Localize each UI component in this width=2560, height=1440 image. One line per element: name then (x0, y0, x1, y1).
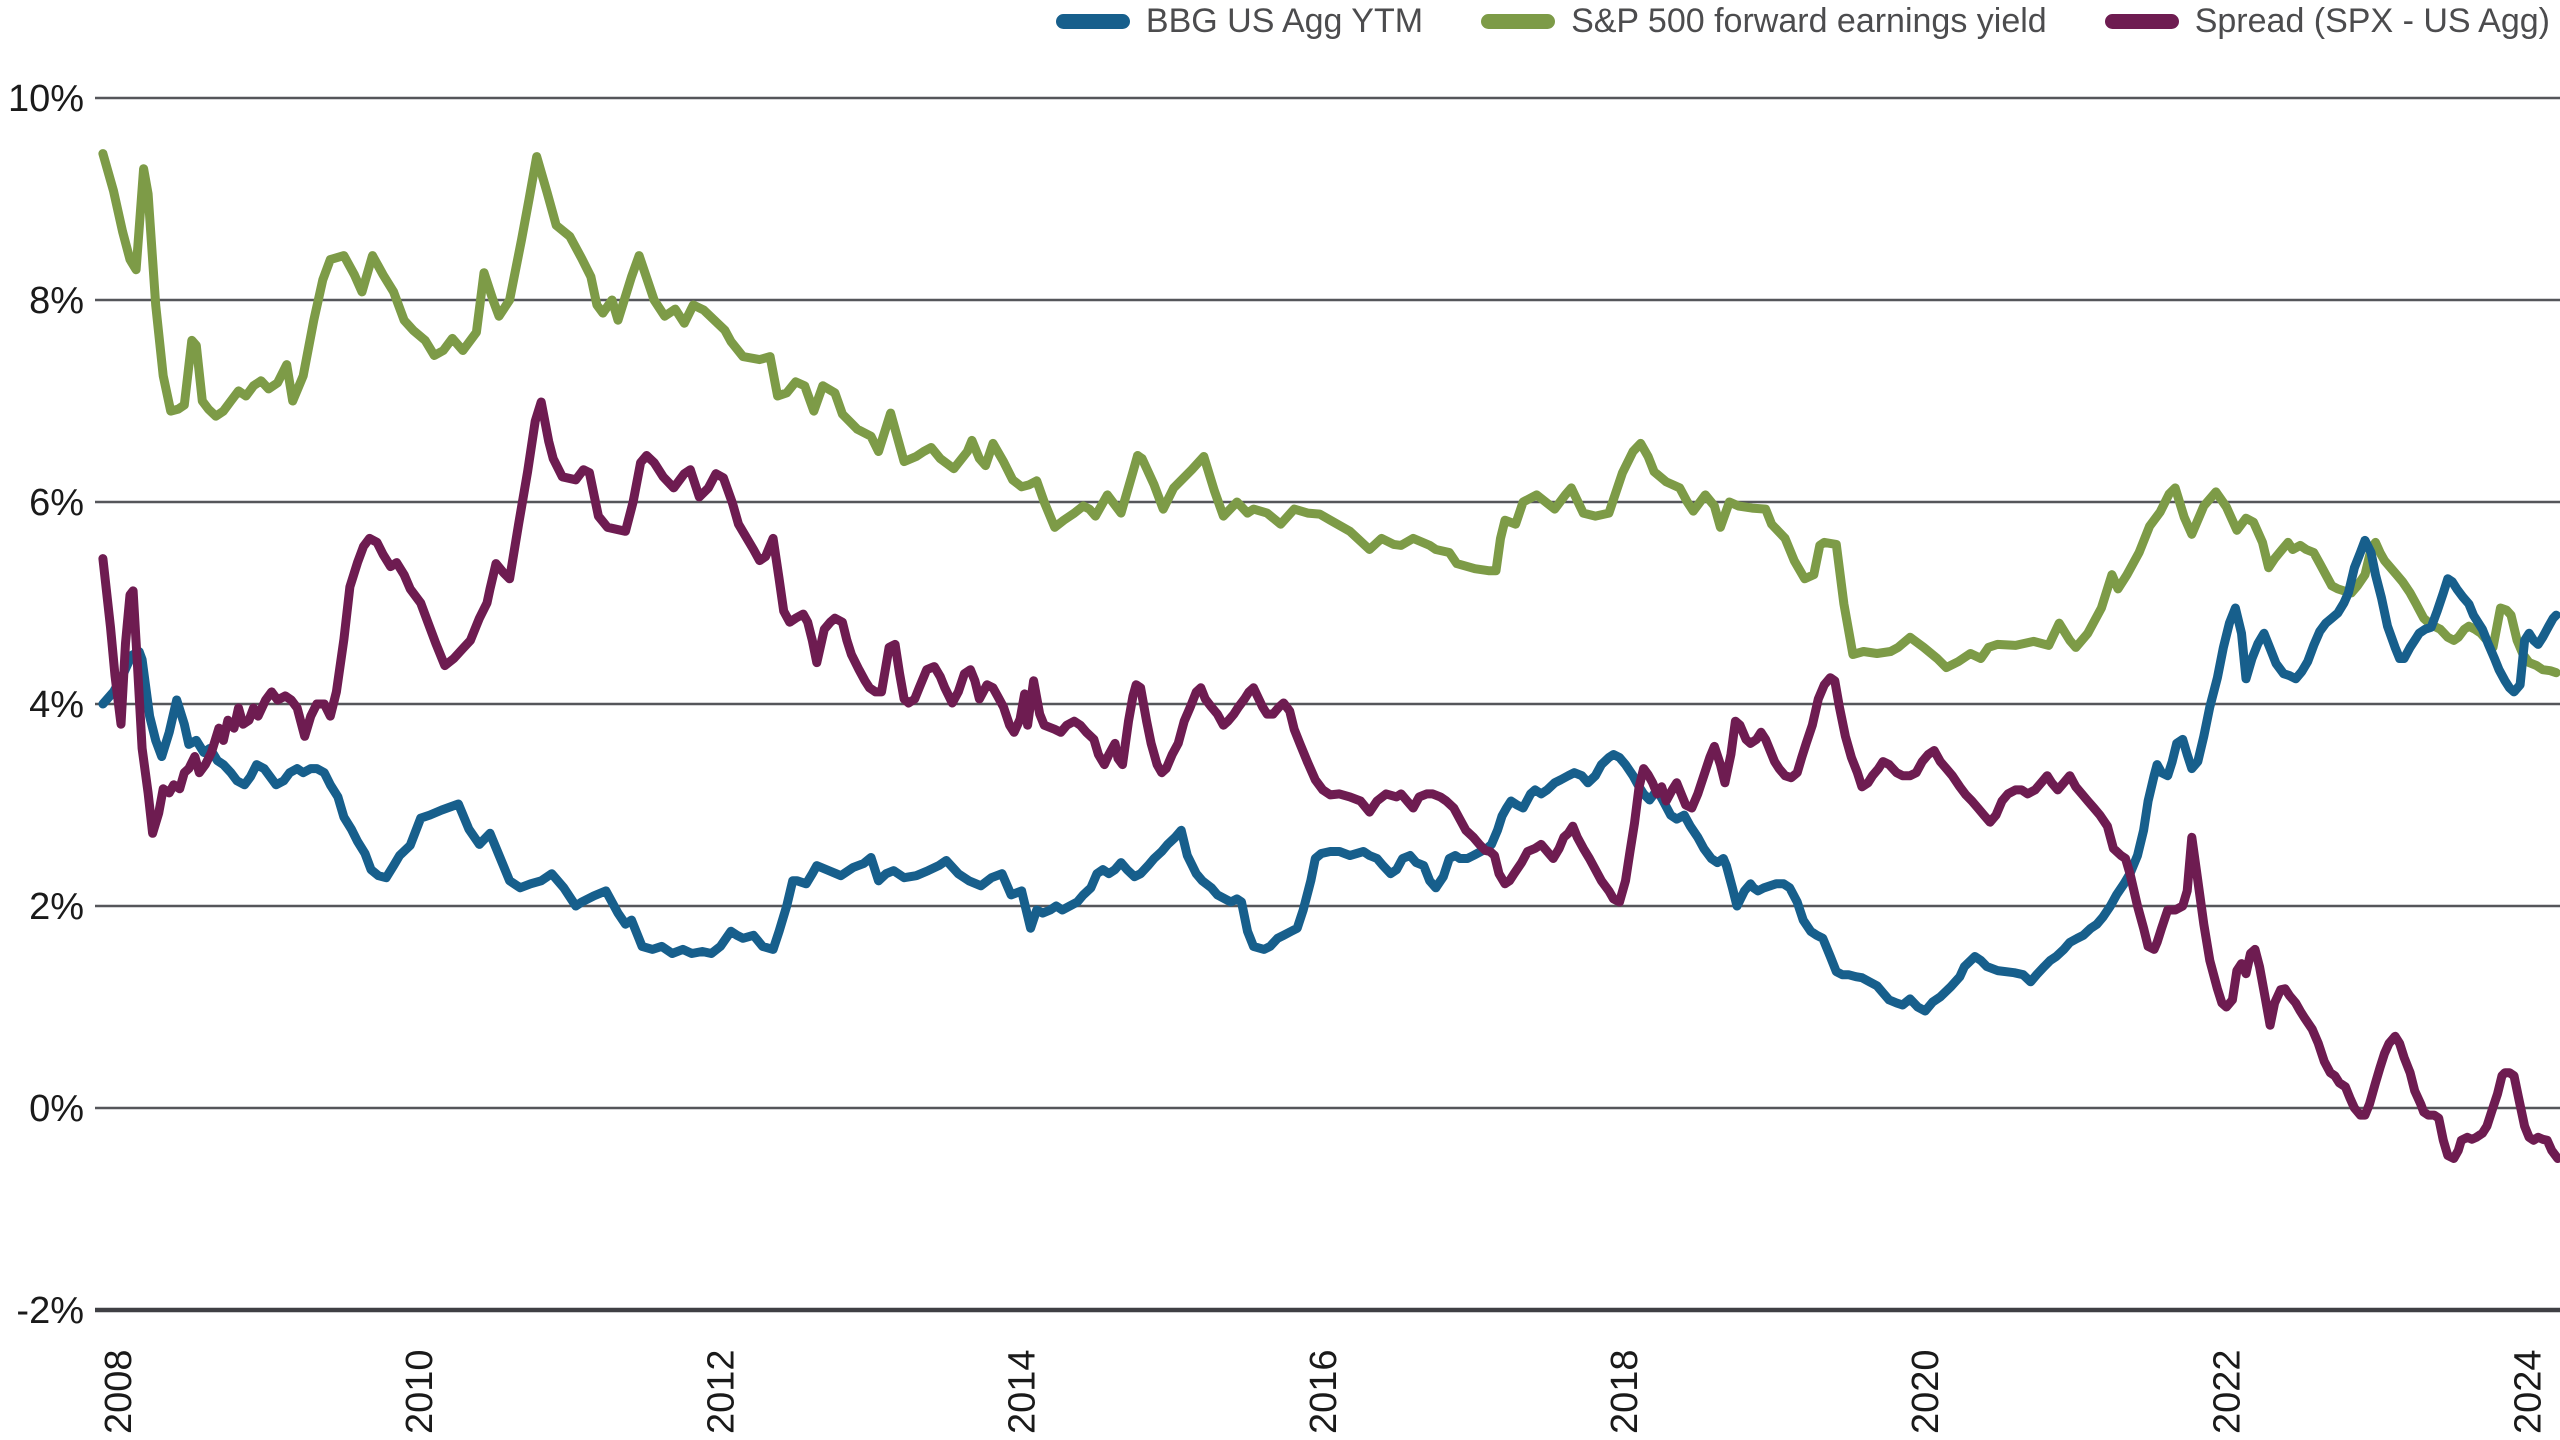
legend-label-sp500-forward-earnings-yield: S&P 500 forward earnings yield (1571, 2, 2047, 40)
legend-swatch-blue-icon (1055, 14, 1130, 29)
x-tick-label-2016: 2016 (1303, 1349, 1345, 1434)
x-tick-label-2018: 2018 (1604, 1349, 1646, 1434)
series-line-sp500-forward-earnings-yield (98, 149, 2560, 678)
legend-swatch-purple-icon (2104, 14, 2179, 29)
x-tick-label-2008: 2008 (98, 1349, 140, 1434)
legend-item-spread-spx-us-agg: Spread (SPX - US Agg) (2104, 2, 2550, 41)
y-tick-label-2%: 2% (29, 886, 84, 928)
x-tick-label-2020: 2020 (1905, 1349, 1947, 1434)
legend-label-bbg-us-agg-ytm: BBG US Agg YTM (1145, 2, 1424, 40)
y-tick-label--2%: -2% (16, 1290, 84, 1332)
x-tick-label-2024: 2024 (2508, 1349, 2550, 1434)
legend-item-bbg-us-agg-ytm: BBG US Agg YTM (1055, 2, 1424, 41)
y-tick-label-10%: 10% (8, 78, 84, 120)
x-tick-label-2012: 2012 (700, 1349, 742, 1434)
x-tick-label-2014: 2014 (1002, 1349, 1044, 1434)
y-tick-label-4%: 4% (29, 684, 84, 726)
legend-label-spread-spx-us-agg: Spread (SPX - US Agg) (2194, 2, 2550, 40)
series-line-bbg-us-agg-ytm (98, 535, 2560, 1016)
series-line-spread-spx-minus-us-agg (98, 397, 2560, 1163)
x-tick-label-2010: 2010 (399, 1349, 441, 1434)
y-tick-label-8%: 8% (29, 280, 84, 322)
legend-swatch-green-icon (1481, 14, 1556, 29)
y-tick-label-0%: 0% (29, 1088, 84, 1130)
x-tick-label-2022: 2022 (2206, 1349, 2248, 1434)
y-tick-label-6%: 6% (29, 482, 84, 524)
legend-item-sp500-forward-earnings-yield: S&P 500 forward earnings yield (1481, 2, 2047, 41)
legend: BBG US Agg YTM S&P 500 forward earnings … (1055, 2, 2550, 41)
